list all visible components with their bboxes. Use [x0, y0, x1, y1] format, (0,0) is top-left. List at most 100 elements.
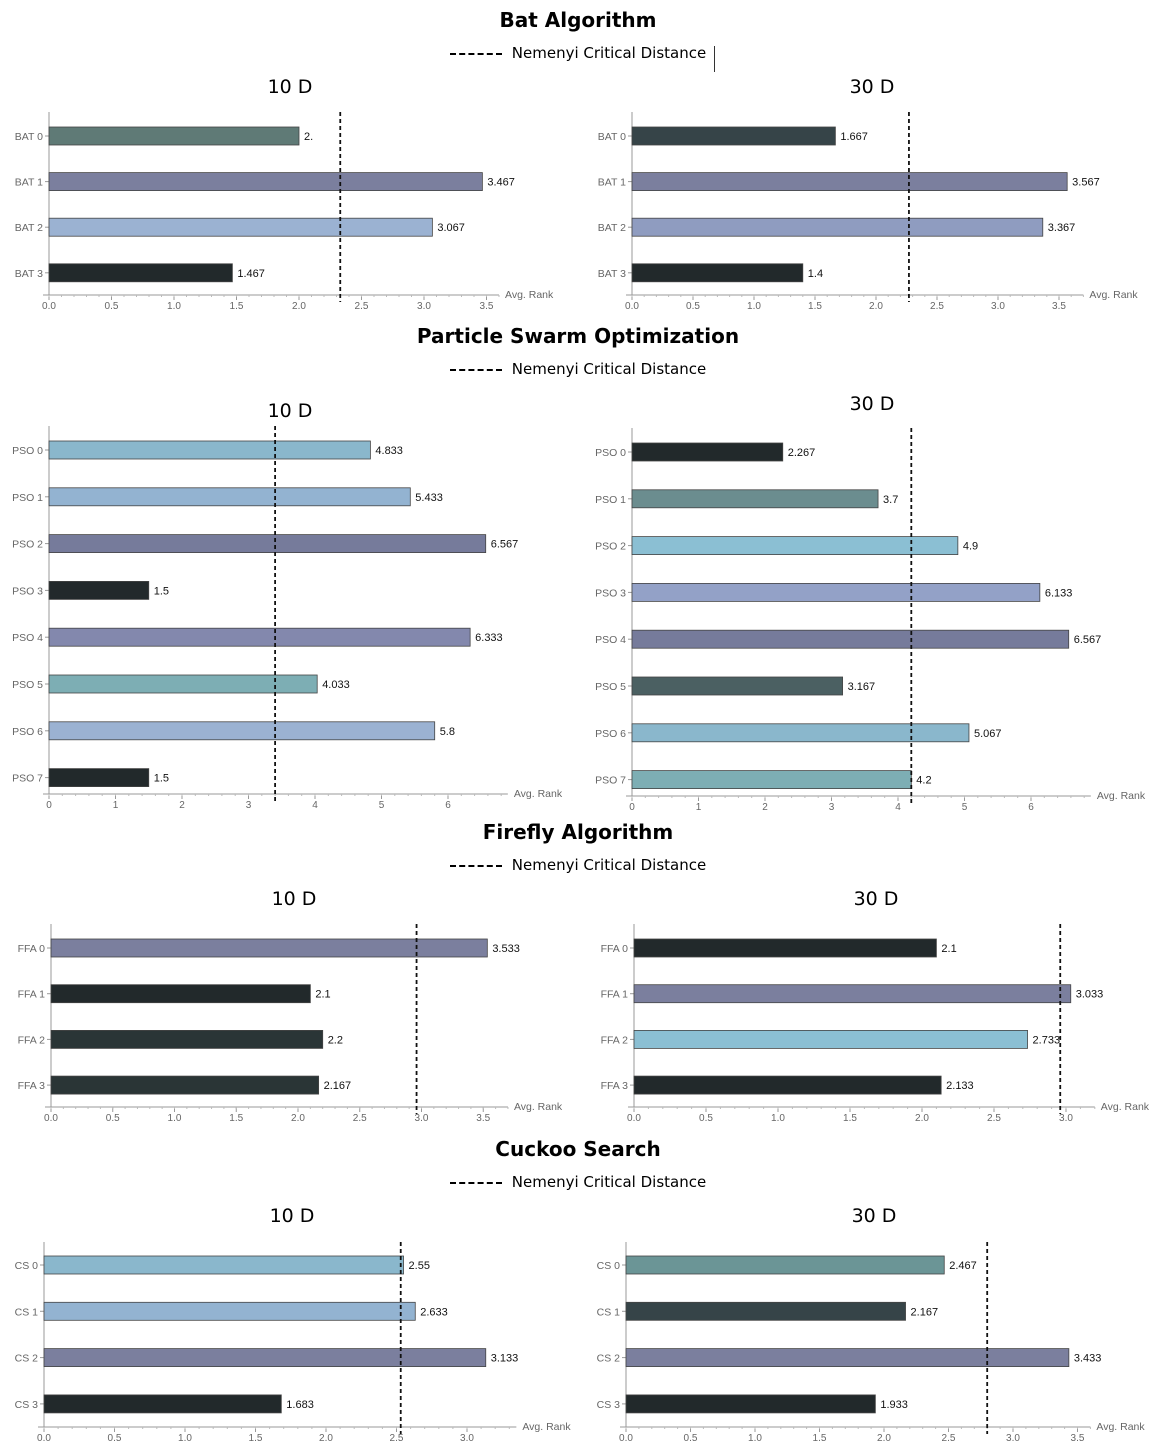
- bar-value-label: 2.467: [949, 1260, 977, 1272]
- bar: [48, 487, 411, 507]
- category-label: CS 2: [597, 1353, 621, 1365]
- section-title-bat: Bat Algorithm: [499, 8, 657, 32]
- x-tick-label: 1.5: [808, 301, 822, 312]
- x-axis-label: Avg. Rank: [1101, 1101, 1150, 1113]
- category-label: PSO 7: [595, 775, 626, 787]
- x-tick-label: 0.5: [106, 1113, 120, 1124]
- bar: [50, 1075, 320, 1095]
- x-tick-label: 6: [1028, 802, 1034, 813]
- bar: [631, 489, 879, 509]
- x-tick-label: 2.5: [987, 1113, 1001, 1124]
- category-label: PSO 6: [595, 728, 626, 740]
- bar-value-label: 1.683: [286, 1399, 314, 1411]
- x-tick-label: 1.0: [747, 301, 761, 312]
- category-label: BAT 3: [598, 268, 626, 280]
- legend-ffa: Nemenyi Critical Distance: [0, 856, 1156, 874]
- bar: [50, 1030, 324, 1049]
- dashed-line-icon: [449, 1181, 502, 1184]
- bar-value-label: 2.267: [788, 447, 816, 459]
- x-tick-label: 4: [312, 800, 318, 811]
- x-tick-label: 0.0: [619, 1433, 633, 1443]
- bar: [48, 126, 300, 146]
- x-tick-label: 2.0: [915, 1113, 929, 1124]
- bar: [631, 172, 1068, 192]
- x-tick-label: 0.0: [44, 1113, 58, 1124]
- x-tick-label: 3.0: [417, 301, 431, 312]
- bar-value-label: 3.367: [1048, 222, 1076, 234]
- x-tick-label: 3.0: [1006, 1433, 1020, 1443]
- bar-value-label: 4.033: [322, 679, 350, 691]
- x-tick-label: 2.5: [353, 1113, 367, 1124]
- x-tick-label: 1.0: [748, 1433, 762, 1443]
- bar-value-label: 3.567: [1072, 177, 1100, 189]
- category-label: FFA 0: [601, 943, 629, 955]
- x-tick-label: 3.5: [480, 301, 494, 312]
- x-tick-label: 0.5: [684, 1433, 698, 1443]
- bar-value-label: 2.733: [1033, 1034, 1061, 1046]
- bar-value-label: 2.167: [324, 1080, 352, 1092]
- bar-value-label: 2.1: [315, 989, 330, 1001]
- bar-value-label: 4.833: [375, 445, 403, 457]
- bar-value-label: 5.067: [974, 728, 1002, 740]
- x-tick-label: 3: [829, 802, 835, 813]
- panel-title: 30 D: [851, 1205, 897, 1227]
- category-label: PSO 0: [595, 447, 626, 459]
- x-tick-label: 3.5: [1071, 1433, 1085, 1443]
- x-tick-label: 0.5: [105, 301, 119, 312]
- bar: [48, 721, 436, 741]
- category-label: CS 2: [15, 1353, 39, 1365]
- bar: [633, 1075, 942, 1095]
- panel-title: 30 D: [849, 393, 895, 415]
- x-tick-label: 3: [246, 800, 252, 811]
- x-axis-label: Avg. Rank: [514, 1101, 563, 1113]
- category-label: CS 3: [15, 1399, 39, 1411]
- bar-value-label: 6.133: [1045, 587, 1073, 599]
- panel-title: 10 D: [269, 1205, 315, 1227]
- category-label: FFA 1: [18, 989, 46, 1001]
- x-tick-label: 3.0: [415, 1113, 429, 1124]
- bar: [48, 172, 483, 192]
- x-tick-label: 2.0: [292, 301, 306, 312]
- x-axis-label: Avg. Rank: [522, 1421, 571, 1433]
- x-tick-label: 0.5: [686, 301, 700, 312]
- category-label: BAT 1: [15, 177, 43, 189]
- category-label: PSO 6: [12, 726, 43, 738]
- category-label: CS 0: [15, 1260, 39, 1272]
- x-tick-label: 1.5: [843, 1113, 857, 1124]
- x-tick-label: 2.5: [390, 1433, 404, 1443]
- category-label: FFA 3: [18, 1080, 46, 1092]
- bar-value-label: 5.8: [440, 726, 455, 738]
- bar-value-label: 4.2: [916, 775, 931, 787]
- bar: [43, 1394, 282, 1414]
- x-tick-label: 0.0: [42, 301, 56, 312]
- x-tick-label: 0.0: [37, 1433, 51, 1443]
- category-label: PSO 7: [12, 773, 43, 785]
- category-label: PSO 5: [12, 679, 43, 691]
- bar-value-label: 1.467: [237, 268, 265, 280]
- bar: [631, 676, 844, 696]
- x-tick-label: 0: [629, 802, 635, 813]
- x-tick-label: 6: [445, 800, 451, 811]
- category-label: BAT 0: [598, 131, 626, 143]
- category-label: PSO 2: [595, 541, 626, 553]
- x-tick-label: 2.0: [291, 1113, 305, 1124]
- x-tick-label: 2: [762, 802, 768, 813]
- x-tick-label: 2.0: [869, 301, 883, 312]
- panel-title: 10 D: [267, 76, 313, 98]
- bar: [631, 629, 1070, 649]
- bar: [48, 627, 471, 647]
- bar-value-label: 5.433: [415, 492, 443, 504]
- dashed-line-icon: [449, 864, 502, 867]
- category-label: BAT 2: [598, 222, 626, 234]
- x-tick-label: 0.0: [627, 1113, 641, 1124]
- bar-value-label: 3.133: [491, 1353, 519, 1365]
- category-label: BAT 2: [15, 222, 43, 234]
- x-axis-label: Avg. Rank: [514, 788, 563, 800]
- x-tick-label: 4: [895, 802, 901, 813]
- category-label: PSO 3: [595, 587, 626, 599]
- bar: [43, 1255, 404, 1275]
- x-tick-label: 1.0: [178, 1433, 192, 1443]
- x-axis-label: Avg. Rank: [1096, 1421, 1145, 1433]
